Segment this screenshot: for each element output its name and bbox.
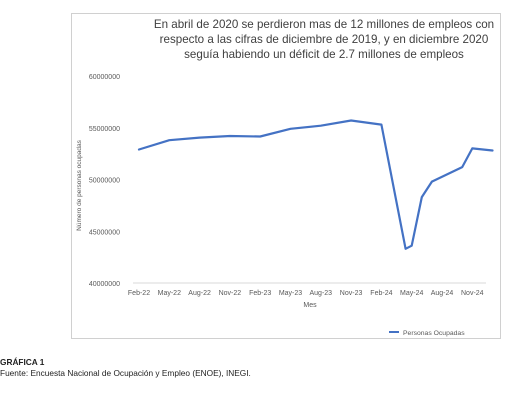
x-tick-label: Feb-24 <box>370 290 392 297</box>
x-tick-label: Aug-22 <box>188 290 211 297</box>
x-tick-label: Feb-22 <box>128 290 150 297</box>
x-axis-title: Mes <box>303 302 317 309</box>
y-tick-label: 40000000 <box>89 281 120 288</box>
figure-source: Fuente: Encuesta Nacional de Ocupación y… <box>0 368 251 378</box>
y-tick-label: 50000000 <box>89 178 120 185</box>
x-tick-label: Nov-23 <box>340 290 363 297</box>
chart-title: En abril de 2020 se perdieron mas de 12 … <box>153 18 495 61</box>
x-tick-label: Aug-24 <box>431 290 454 297</box>
x-tick-label: May-24 <box>400 290 423 297</box>
x-tick-label: Nov-22 <box>219 290 242 297</box>
y-tick-label: 55000000 <box>89 126 120 133</box>
y-tick-label: 45000000 <box>89 229 120 236</box>
y-axis-title: Número de personas ocupadas <box>76 139 83 230</box>
x-tick-label: May-23 <box>279 290 302 297</box>
series-line-personas-ocupadas <box>137 119 494 250</box>
chart-container: En abril de 2020 se perdieron mas de 12 … <box>71 13 501 339</box>
x-tick-label: Aug-23 <box>310 290 333 297</box>
y-tick-label: 60000000 <box>89 74 120 81</box>
x-tick-label: Feb-23 <box>249 290 271 297</box>
line-chart: 40000000 45000000 50000000 55000000 60000000… <box>76 74 494 337</box>
x-tick-label: Nov-24 <box>461 290 484 297</box>
x-tick-label: May-22 <box>158 290 181 297</box>
figure-caption: GRÁFICA 1 Fuente: Encuesta Nacional de O… <box>0 357 251 379</box>
legend-label: Personas Ocupadas <box>403 330 465 337</box>
figure-label: GRÁFICA 1 <box>0 357 45 367</box>
